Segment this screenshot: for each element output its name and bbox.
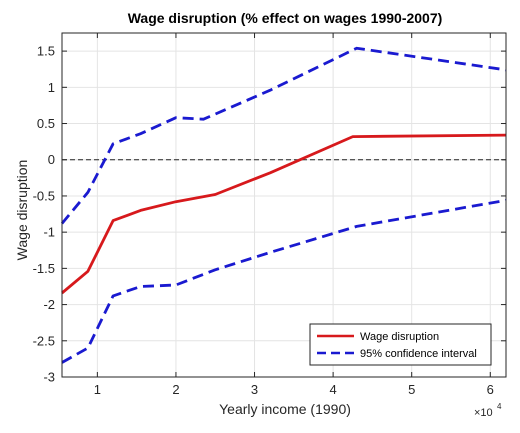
x-axis-label: Yearly income (1990) — [219, 401, 351, 417]
y-tick-label: 0.5 — [37, 116, 55, 131]
x-tick-label: 6 — [487, 382, 494, 397]
x-tick-label: 2 — [172, 382, 179, 397]
x-multiplier-base: ×10 — [474, 407, 493, 419]
x-axis-multiplier: ×10 4 — [474, 402, 502, 419]
y-tick-label: -1 — [43, 225, 55, 240]
y-tick-label: 0 — [48, 152, 55, 167]
confidence-interval-lower-line — [61, 198, 507, 364]
series-layer — [60, 46, 507, 364]
y-tick-label: -2.5 — [33, 333, 55, 348]
wage-disruption-line — [61, 133, 507, 295]
x-multiplier-exponent: 4 — [497, 402, 502, 411]
y-tick-label: -1.5 — [33, 261, 55, 276]
y-tick-label: 1.5 — [37, 44, 55, 59]
legend: Wage disruption 95% confidence interval — [309, 323, 492, 366]
y-tick-label: -2 — [43, 297, 55, 312]
legend-label-confidence-interval: 95% confidence interval — [360, 348, 477, 360]
legend-label-wage-disruption: Wage disruption — [360, 331, 439, 343]
confidence-interval-upper-line — [60, 46, 507, 225]
x-tick-label: 1 — [94, 382, 101, 397]
plot-frame — [61, 32, 507, 378]
axes-layer: 1 2 3 4 5 6 -3 -2.5 -2 -1.5 -1 -0.5 0 0.5 1 1.5 — [33, 32, 507, 397]
x-tick-label: 4 — [329, 382, 336, 397]
y-tick-label: 1 — [48, 80, 55, 95]
chart-title: Wage disruption (% effect on wages 1990-… — [128, 10, 443, 26]
legend-box — [309, 323, 492, 366]
x-tick-label: 3 — [251, 382, 258, 397]
y-tick-label: -3 — [43, 370, 55, 385]
y-tick-label: -0.5 — [33, 188, 55, 203]
y-axis-label: Wage disruption — [14, 160, 30, 261]
x-tick-label: 5 — [408, 382, 415, 397]
